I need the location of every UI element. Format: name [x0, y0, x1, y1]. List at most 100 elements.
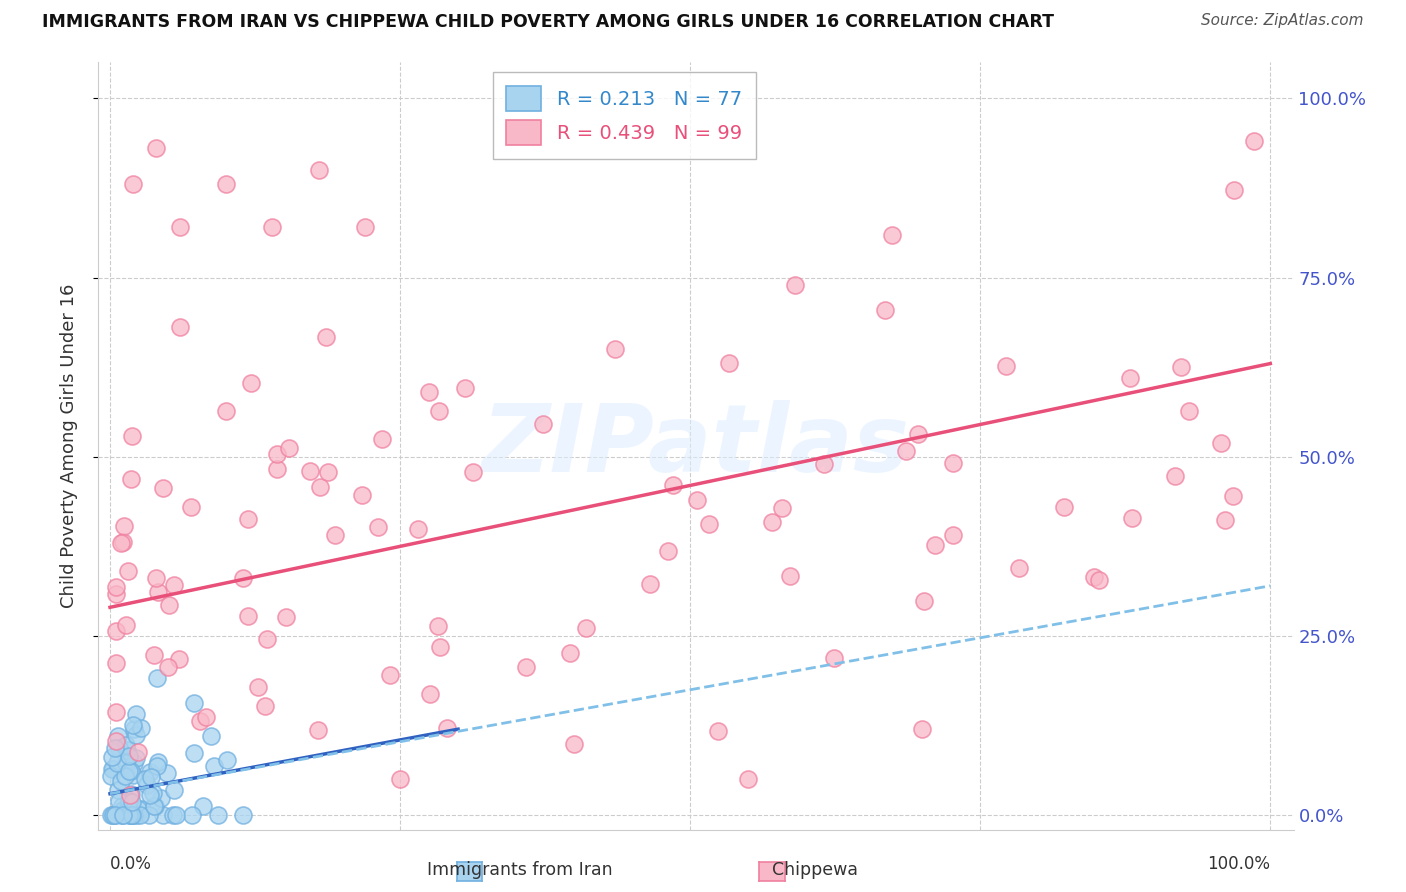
Point [104, 624, 127, 639]
Point [103, 808, 125, 822]
Point [111, 808, 134, 822]
Point [104, 580, 127, 594]
Point [1118, 371, 1140, 385]
Point [105, 756, 128, 770]
Text: 100.0%: 100.0% [1208, 855, 1270, 872]
Point [156, 766, 179, 780]
Point [254, 698, 277, 713]
Point [139, 788, 162, 802]
Point [942, 457, 965, 471]
Point [215, 178, 238, 192]
Point [389, 772, 412, 787]
Point [120, 788, 142, 802]
Point [316, 465, 339, 479]
Point [1211, 436, 1233, 450]
Point [111, 808, 134, 822]
Point [122, 718, 145, 732]
Point [238, 608, 260, 623]
Point [274, 610, 297, 624]
Point [200, 729, 222, 743]
Text: Immigrants from Iran: Immigrants from Iran [427, 861, 613, 879]
Point [707, 724, 730, 739]
Point [143, 799, 166, 814]
Point [104, 741, 127, 756]
Point [122, 808, 145, 822]
Point [100, 768, 122, 782]
Point [350, 488, 373, 502]
Point [115, 756, 138, 771]
Point [142, 648, 165, 662]
Point [1177, 404, 1199, 418]
Point [686, 492, 709, 507]
Point [1163, 469, 1185, 483]
Point [163, 578, 186, 592]
Point [299, 464, 322, 478]
Point [761, 515, 783, 529]
Point [1243, 134, 1265, 148]
Point [277, 441, 299, 455]
Point [454, 381, 477, 395]
Point [104, 656, 127, 670]
Point [101, 762, 124, 776]
Point [115, 618, 138, 632]
Point [247, 680, 270, 694]
Text: ZIPatlas: ZIPatlas [482, 400, 910, 492]
Point [121, 429, 143, 443]
Point [737, 772, 759, 787]
Point [122, 756, 145, 770]
Point [307, 723, 329, 737]
Point [115, 738, 138, 752]
Point [371, 432, 394, 446]
Point [718, 355, 741, 369]
Point [121, 808, 143, 822]
Point [1008, 561, 1031, 575]
Point [426, 618, 449, 632]
Point [1088, 574, 1111, 588]
Point [894, 443, 917, 458]
Point [813, 457, 835, 471]
Point [107, 782, 129, 797]
Point [309, 479, 332, 493]
Point [180, 500, 202, 514]
Point [429, 640, 451, 654]
Point [129, 721, 152, 735]
Point [118, 764, 141, 778]
Point [112, 803, 135, 817]
Point [112, 519, 135, 533]
Point [169, 652, 191, 666]
Point [125, 750, 148, 764]
Point [138, 808, 160, 822]
Point [880, 228, 903, 243]
Point [169, 220, 191, 235]
Point [141, 770, 163, 784]
Point [638, 577, 661, 591]
Point [146, 584, 169, 599]
Point [145, 141, 167, 155]
Point [101, 763, 124, 777]
Point [120, 472, 142, 486]
Point [134, 772, 156, 786]
Point [325, 528, 347, 542]
Point [770, 501, 793, 516]
Point [354, 220, 377, 235]
Point [120, 764, 142, 778]
Point [662, 478, 685, 492]
Point [308, 163, 330, 178]
Point [785, 277, 807, 292]
Point [181, 808, 204, 822]
Point [1223, 183, 1246, 197]
Point [823, 651, 845, 665]
Point [142, 786, 165, 800]
Point [110, 808, 132, 822]
Point [995, 359, 1018, 374]
Point [128, 808, 150, 822]
Point [149, 791, 172, 805]
Point [122, 178, 145, 192]
Point [1121, 510, 1143, 524]
Point [100, 808, 122, 822]
Point [183, 696, 205, 710]
Point [118, 789, 141, 803]
Point [125, 808, 148, 822]
Point [118, 749, 141, 764]
Point [907, 426, 929, 441]
